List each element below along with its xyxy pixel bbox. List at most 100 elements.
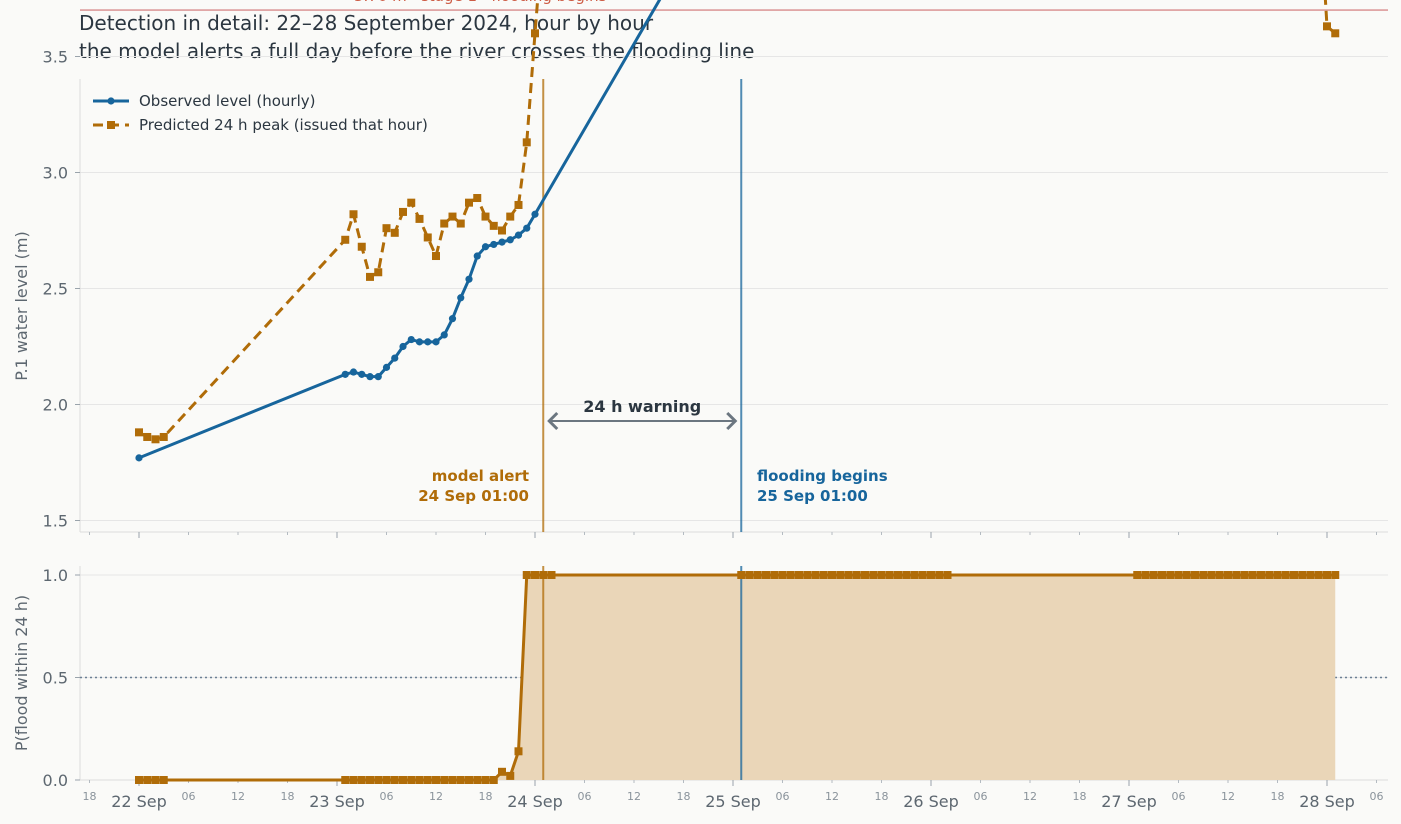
x-minor-tick-label: 06 xyxy=(974,790,988,803)
predicted-peak-point xyxy=(498,226,506,235)
probability-point xyxy=(382,776,391,784)
probability-point xyxy=(1158,571,1166,579)
predicted-peak-point xyxy=(522,138,531,147)
x-minor-tick-label: 12 xyxy=(627,790,641,803)
x-major-tick-label: 24 Sep xyxy=(507,792,563,811)
observed-level-point xyxy=(490,240,498,249)
probability-point xyxy=(448,776,457,784)
observed-level-point xyxy=(514,231,523,239)
probability-point xyxy=(1149,571,1158,579)
top-y-tick-label: 3.0 xyxy=(43,164,68,183)
probability-point xyxy=(151,776,160,784)
probability-point xyxy=(1314,571,1323,579)
probability-point xyxy=(506,771,515,780)
probability-point xyxy=(894,571,902,579)
probability-point xyxy=(1166,571,1175,579)
top-y-tick-label: 2.0 xyxy=(43,396,68,415)
x-minor-tick-label: 06 xyxy=(182,790,196,803)
x-minor-tick-label: 12 xyxy=(1221,790,1235,803)
probability-area xyxy=(139,575,1336,780)
x-minor-tick-label: 12 xyxy=(1023,790,1037,803)
x-major-tick-label: 26 Sep xyxy=(903,792,959,811)
warning-label: 24 h warning xyxy=(583,397,701,416)
x-minor-tick-label: 18 xyxy=(1073,790,1087,803)
probability-point xyxy=(861,571,869,579)
observed-level-point xyxy=(498,238,506,246)
alert-annotation-title: model alert xyxy=(432,467,529,485)
alert-annotation-time: 24 Sep 01:00 xyxy=(418,487,529,505)
predicted-peak-point xyxy=(514,200,523,209)
probability-point xyxy=(1215,571,1224,579)
predicted-peak-point xyxy=(159,432,168,441)
legend-observed-marker xyxy=(107,97,115,105)
predicted-peak-point xyxy=(448,212,457,221)
probability-point xyxy=(745,571,754,579)
x-minor-tick-label: 12 xyxy=(429,790,443,803)
probability-point xyxy=(1281,571,1290,579)
probability-point xyxy=(927,571,935,579)
flood-annotation-time: 25 Sep 01:00 xyxy=(757,487,868,505)
predicted-peak-point xyxy=(151,435,160,444)
probability-point xyxy=(399,776,407,784)
probability-point xyxy=(1224,571,1232,579)
probability-point xyxy=(811,571,820,579)
observed-level-point xyxy=(341,370,349,378)
x-minor-tick-label: 06 xyxy=(1370,790,1384,803)
probability-point xyxy=(407,776,416,784)
observed-level-point xyxy=(473,252,481,260)
probability-point xyxy=(1273,571,1282,579)
observed-level-point xyxy=(481,243,490,251)
probability-point xyxy=(1290,571,1298,579)
predicted-peak-point xyxy=(143,432,152,441)
legend: Observed level (hourly) Predicted 24 h pe… xyxy=(93,92,428,134)
probability-point xyxy=(489,776,498,784)
observed-level-point xyxy=(135,454,143,462)
probability-point xyxy=(1141,571,1150,579)
probability-point xyxy=(795,571,803,579)
probability-point xyxy=(1265,571,1274,579)
observed-level-point xyxy=(399,342,407,351)
observed-level-point xyxy=(531,210,539,218)
probability-point xyxy=(349,776,358,784)
x-minor-tick-label: 18 xyxy=(1271,790,1285,803)
probability-point xyxy=(819,571,828,579)
probability-point xyxy=(1323,571,1331,579)
probability-point xyxy=(135,776,143,784)
probability-point xyxy=(1174,571,1183,579)
legend-predicted-marker xyxy=(107,121,115,129)
probability-point xyxy=(828,571,836,579)
predicted-peak-point xyxy=(366,272,374,281)
probability-point xyxy=(877,571,886,579)
probability-point xyxy=(803,571,812,579)
observed-level-point xyxy=(465,275,473,283)
chart-title-line-2: the model alerts a full day before the r… xyxy=(79,39,755,63)
predicted-peak-point xyxy=(440,219,449,228)
top-y-tick-label: 2.5 xyxy=(43,280,68,299)
observed-level-point xyxy=(366,373,374,381)
probability-point xyxy=(836,571,845,579)
probability-point xyxy=(531,571,539,579)
predicted-peak-point xyxy=(382,224,391,233)
probability-point xyxy=(1232,571,1241,579)
probability-point xyxy=(762,571,770,579)
observed-level-point xyxy=(407,335,415,344)
probability-point xyxy=(539,571,548,579)
predicted-peak-point xyxy=(349,210,358,219)
probability-point xyxy=(918,571,927,579)
top-y-tick-label: 3.5 xyxy=(43,48,68,67)
x-minor-tick-label: 18 xyxy=(83,790,97,803)
predicted-peak-point xyxy=(465,198,473,207)
observed-level-point xyxy=(440,331,448,339)
top-y-tick-label: 1.5 xyxy=(43,512,68,531)
predicted-peak-point xyxy=(423,233,432,242)
observed-level-point xyxy=(391,354,399,362)
probability-point xyxy=(869,571,878,579)
x-major-tick-label: 28 Sep xyxy=(1299,792,1355,811)
flood-threshold-label: 3.70 m · stage 1 · flooding begins xyxy=(354,0,607,5)
probability-point xyxy=(357,776,366,784)
bottom-y-tick-label: 0.5 xyxy=(43,669,68,688)
probability-point xyxy=(415,776,424,784)
probability-point xyxy=(1257,571,1265,579)
observed-level-point xyxy=(457,294,465,302)
